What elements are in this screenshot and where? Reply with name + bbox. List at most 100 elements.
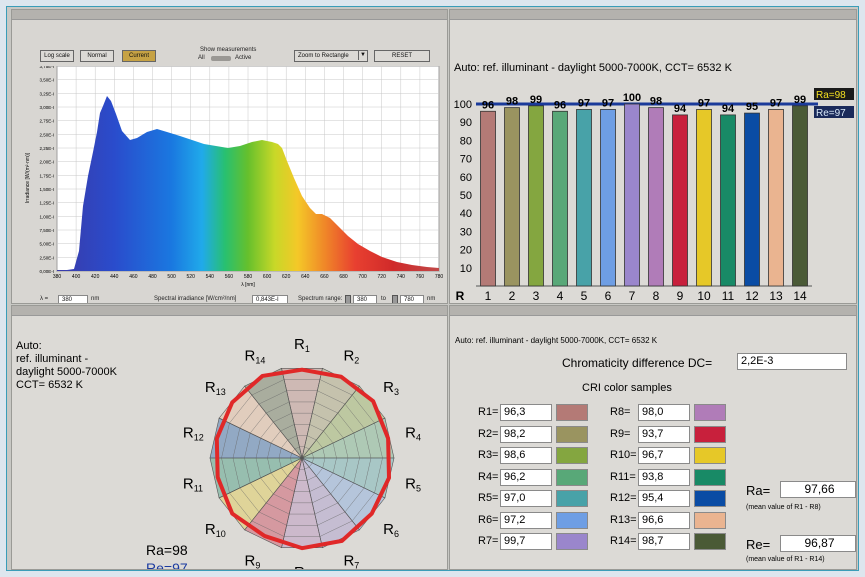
polar-gridline: [337, 412, 354, 434]
polar-label-index: 7: [354, 561, 359, 570]
chart-title: Auto: ref. illuminant - daylight 5000-70…: [454, 62, 732, 74]
bar: [600, 109, 616, 287]
range-to-input[interactable]: 780: [400, 295, 424, 303]
radio-active-label[interactable]: Active: [235, 55, 252, 61]
show-measurements-label: Show measurements: [200, 47, 257, 53]
cri-label: R3=: [478, 449, 499, 461]
color-swatch: [556, 447, 588, 464]
log-scale-button[interactable]: Log scale: [40, 50, 74, 62]
ra-value: 97,66: [780, 481, 856, 498]
polar-gridline: [255, 437, 261, 459]
cri-label: R12=: [610, 492, 637, 504]
current-button[interactable]: Current: [122, 50, 156, 62]
cri-label: R10=: [610, 449, 637, 461]
polar-panel: Auto: ref. illuminant - daylight 5000-70…: [11, 305, 448, 570]
category-label: 12: [745, 289, 759, 302]
y-tick-label: 90: [460, 117, 472, 129]
polar-label: R7: [343, 553, 359, 570]
bar: [648, 107, 664, 287]
range-from-spinner[interactable]: [345, 295, 351, 303]
polar-gridline: [309, 484, 324, 492]
bar: [576, 109, 592, 287]
polar-gridline: [319, 379, 353, 396]
polar-gridline: [374, 423, 383, 459]
x-tick-label: 400: [72, 274, 81, 280]
category-label: 14: [793, 289, 807, 302]
color-swatch: [556, 490, 588, 507]
polar-diagram: R1 R2 R3 R4 R5 R6 R7 R8 R9 R10 R11 R12 R13 R14: [183, 336, 421, 570]
polar-gridline: [278, 457, 282, 469]
polar-gridline: [273, 493, 292, 504]
reset-button[interactable]: RESET: [374, 50, 430, 62]
measurement-toggle[interactable]: [211, 56, 231, 61]
polar-gridline: [307, 475, 317, 481]
polar-gridline: [229, 492, 252, 522]
y-tick-label: 70: [460, 154, 472, 166]
polar-label-index: 14: [255, 355, 265, 365]
polar-gridline: [280, 424, 295, 432]
y-tick-label: 2,75E-I: [39, 119, 54, 124]
color-swatch: [556, 511, 588, 529]
spectrum-curve: [57, 96, 439, 271]
polar-gridline: [304, 466, 310, 470]
ra-tag-bg: [814, 88, 854, 100]
cri-label: R1=: [478, 406, 499, 418]
polar-gridline: [353, 457, 360, 483]
polar-label: R10: [205, 521, 226, 539]
bar: [528, 105, 544, 287]
x-tick-label: 660: [320, 274, 329, 280]
y-tick-label: 3,50E-I: [39, 78, 54, 83]
polar-gridline: [244, 433, 251, 459]
y-tick-label: 50: [460, 190, 472, 202]
polar-gridline: [323, 430, 334, 444]
polar-label: R1: [294, 336, 310, 354]
polar-label-index: 1: [305, 344, 310, 354]
polar-gridline: [314, 502, 338, 515]
range-from-input[interactable]: 380: [353, 295, 377, 303]
re-tag: Re=97: [816, 108, 846, 119]
polar-gridline: [229, 394, 252, 424]
polar-gridline: [374, 457, 383, 493]
auto-line: ref. illuminant -: [16, 353, 89, 365]
bar: [672, 114, 688, 287]
zoom-select[interactable]: Zoom to Rectangle ▼: [294, 50, 368, 62]
category-label: 4: [557, 289, 564, 302]
polar-gridline: [337, 482, 354, 504]
x-tick-label: 780: [435, 274, 444, 280]
cri-label: R8=: [610, 406, 631, 418]
polar-gridline: [251, 379, 285, 396]
polar-gridline: [330, 477, 344, 495]
cri-label: R4=: [478, 470, 499, 483]
category-label: 2: [509, 289, 516, 302]
bar-value-label: 99: [794, 94, 806, 106]
range-to-spinner[interactable]: [392, 295, 398, 303]
polar-gridline: [322, 447, 326, 459]
cri-value: 99,7: [500, 533, 552, 550]
polar-gridline: [343, 457, 349, 479]
y-tick-label: 3,00E-I: [39, 105, 54, 110]
polar-gridline: [281, 467, 288, 477]
bar-value-label: 97: [578, 97, 590, 109]
polar-gridline: [273, 412, 292, 423]
radio-all-label[interactable]: All: [198, 55, 205, 61]
polar-gridline: [291, 448, 295, 454]
bar: [504, 107, 520, 287]
bar: [720, 114, 736, 287]
polar-label: R12: [183, 425, 204, 443]
cri-value: 95,4: [638, 490, 690, 507]
lambda-input[interactable]: 380: [58, 295, 88, 303]
polar-gridline: [270, 472, 281, 486]
category-label: 1: [485, 289, 492, 302]
polar-gridline: [353, 433, 360, 459]
bar-value-label: 96: [554, 99, 566, 111]
cri-label: R9=: [610, 427, 631, 440]
color-swatch: [694, 490, 726, 507]
polar-gridline: [316, 467, 323, 477]
y-tick-label: 2,50E-I: [39, 255, 54, 260]
normal-button[interactable]: Normal: [80, 50, 114, 62]
polar-label-index: 4: [416, 433, 421, 443]
y-tick-label: 60: [460, 172, 472, 184]
cri-value: 96,2: [500, 468, 552, 486]
bar-value-label: 94: [722, 103, 735, 115]
